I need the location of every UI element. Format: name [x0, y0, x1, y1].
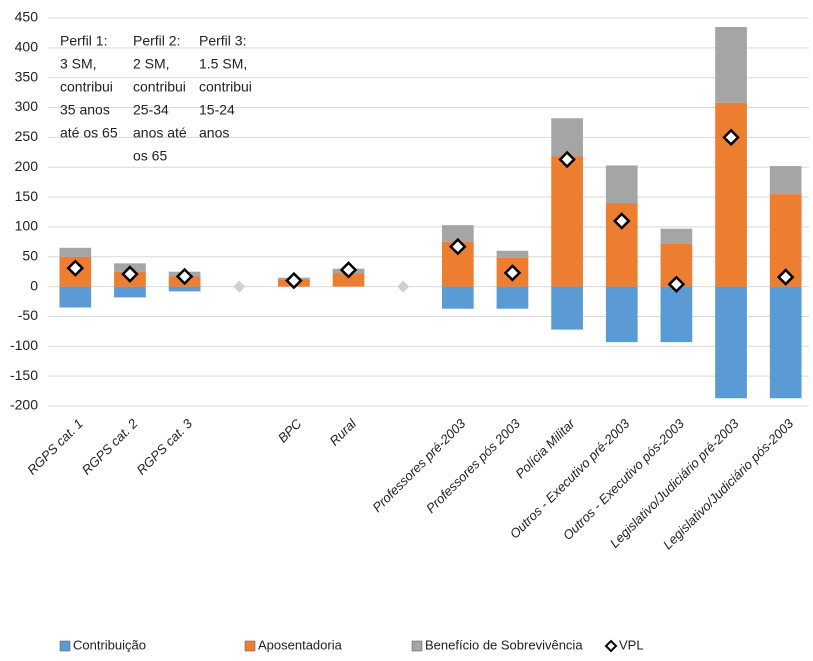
bar-segment: [59, 286, 92, 308]
bar-segment: [168, 286, 201, 292]
legend-label: VPL: [619, 637, 644, 652]
legend-label: Aposentadoria: [258, 637, 343, 652]
annotation: 25-34: [133, 102, 169, 118]
bar-segment: [496, 250, 529, 258]
y-tick-label: 350: [15, 68, 39, 84]
bar-segment: [660, 228, 693, 244]
y-tick-label: 200: [15, 158, 39, 174]
y-tick-label: 300: [15, 98, 39, 114]
legend-marker: [604, 639, 618, 653]
y-tick-label: -50: [18, 307, 38, 323]
y-tick-label: 450: [15, 9, 39, 25]
annotation: Perfil 3:: [199, 33, 246, 49]
x-tick-label: BPC: [275, 416, 305, 446]
annotation: contribui: [133, 79, 186, 95]
bar-segment: [551, 118, 583, 157]
vpl-marker: [339, 261, 358, 279]
bar-segment: [715, 26, 747, 103]
vpl-marker: [558, 150, 576, 169]
annotation: contribui: [60, 79, 113, 95]
bar-segment: [59, 247, 92, 257]
annotation: 2 SM,: [133, 56, 170, 72]
bar-segment: [496, 286, 529, 309]
annotation: anos: [199, 125, 229, 141]
y-tick-label: 400: [15, 39, 39, 55]
y-tick-label: 150: [15, 188, 39, 204]
legend-label: Benefício de Sobrevivência: [425, 637, 583, 652]
bar-segment: [332, 273, 365, 287]
vpl-marker: [776, 268, 795, 286]
annotation: anos até: [133, 125, 187, 141]
x-tick-label: Professores pré-2003: [369, 415, 469, 515]
x-tick-label: Professores pós 2003: [423, 415, 524, 516]
vpl-marker: [722, 128, 740, 147]
legend-label: Contribuição: [73, 637, 146, 652]
y-tick-label: 50: [22, 247, 38, 263]
bar-segment: [441, 286, 474, 309]
x-tick-label: RGPS cat. 1: [24, 416, 86, 478]
annotation: 3 SM,: [60, 56, 97, 72]
y-tick-label: -100: [10, 337, 38, 353]
bar-segment: [605, 286, 638, 343]
x-tick-label: Rural: [327, 415, 360, 448]
vpl-marker: [449, 237, 467, 256]
separator-marker: [233, 280, 246, 293]
legend-swatch: [244, 640, 256, 652]
vpl-marker: [503, 264, 522, 282]
vpl-marker: [121, 265, 139, 283]
bar-segment: [715, 286, 747, 399]
y-tick-label: -150: [10, 367, 38, 383]
bar-segment: [660, 286, 693, 343]
legend-swatch: [411, 640, 423, 652]
bar-segment: [114, 286, 146, 298]
bar-segment: [551, 286, 583, 330]
annotation: Perfil 2:: [133, 33, 180, 49]
y-tick-label: -200: [10, 397, 38, 413]
bar-segment: [441, 225, 474, 242]
vpl-marker: [667, 275, 686, 293]
vpl-marker: [612, 212, 631, 230]
vpl-marker: [175, 267, 194, 286]
annotation: os 65: [133, 148, 167, 164]
x-tick-label: RGPS cat. 3: [133, 415, 195, 477]
separator-marker: [397, 280, 410, 293]
bar-segment: [551, 156, 583, 287]
annotation: 35 anos: [60, 102, 110, 118]
annotation: 1.5 SM,: [199, 56, 247, 72]
vpl-marker: [66, 259, 85, 277]
bar-segment: [605, 165, 638, 204]
y-tick-label: 100: [15, 218, 39, 234]
annotation: contribui: [199, 79, 252, 95]
bar-segment: [769, 166, 802, 195]
vpl-marker: [285, 271, 303, 290]
legend-swatch: [59, 640, 71, 652]
annotation: Perfil 1:: [60, 33, 107, 49]
y-tick-label: 250: [15, 128, 39, 144]
annotation: até os 65: [60, 125, 118, 141]
bar-segment: [769, 286, 802, 399]
y-tick-label: 0: [30, 277, 38, 293]
annotation: 15-24: [199, 102, 235, 118]
x-tick-label: RGPS cat. 2: [79, 415, 141, 477]
